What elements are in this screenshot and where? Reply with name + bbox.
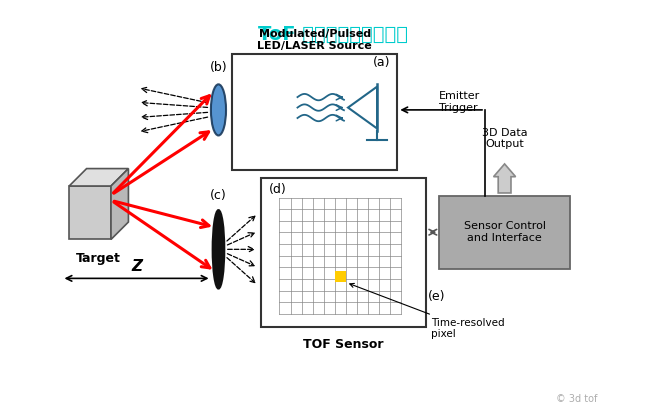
Text: Time-resolved
pixel: Time-resolved pixel [350,283,505,339]
Polygon shape [111,168,129,239]
Text: Sensor Control
and Interface: Sensor Control and Interface [464,221,546,243]
Text: ToF 模组工作原理示意图: ToF 模组工作原理示意图 [259,24,408,44]
Text: (c): (c) [210,189,227,202]
Text: (d): (d) [268,183,286,196]
Text: Modulated/Pulsed
LED/LASER Source: Modulated/Pulsed LED/LASER Source [257,29,372,51]
Text: (e): (e) [428,290,445,303]
Text: Z: Z [131,259,142,274]
Text: 3D Data
Output: 3D Data Output [482,128,528,149]
Bar [335,271,346,283]
Ellipse shape [213,210,224,288]
Text: (b): (b) [209,61,227,74]
Bar [232,54,398,170]
Ellipse shape [211,84,226,135]
Polygon shape [69,168,129,186]
Text: Target: Target [76,252,121,265]
Bar [261,178,426,327]
Text: © 3d tof: © 3d tof [556,394,598,404]
Text: TOF Sensor: TOF Sensor [303,338,384,351]
Text: (a): (a) [373,56,390,69]
Polygon shape [69,186,111,239]
Text: Emitter
Trigger: Emitter Trigger [440,91,480,112]
FancyArrow shape [494,164,516,193]
Bar [440,196,570,269]
